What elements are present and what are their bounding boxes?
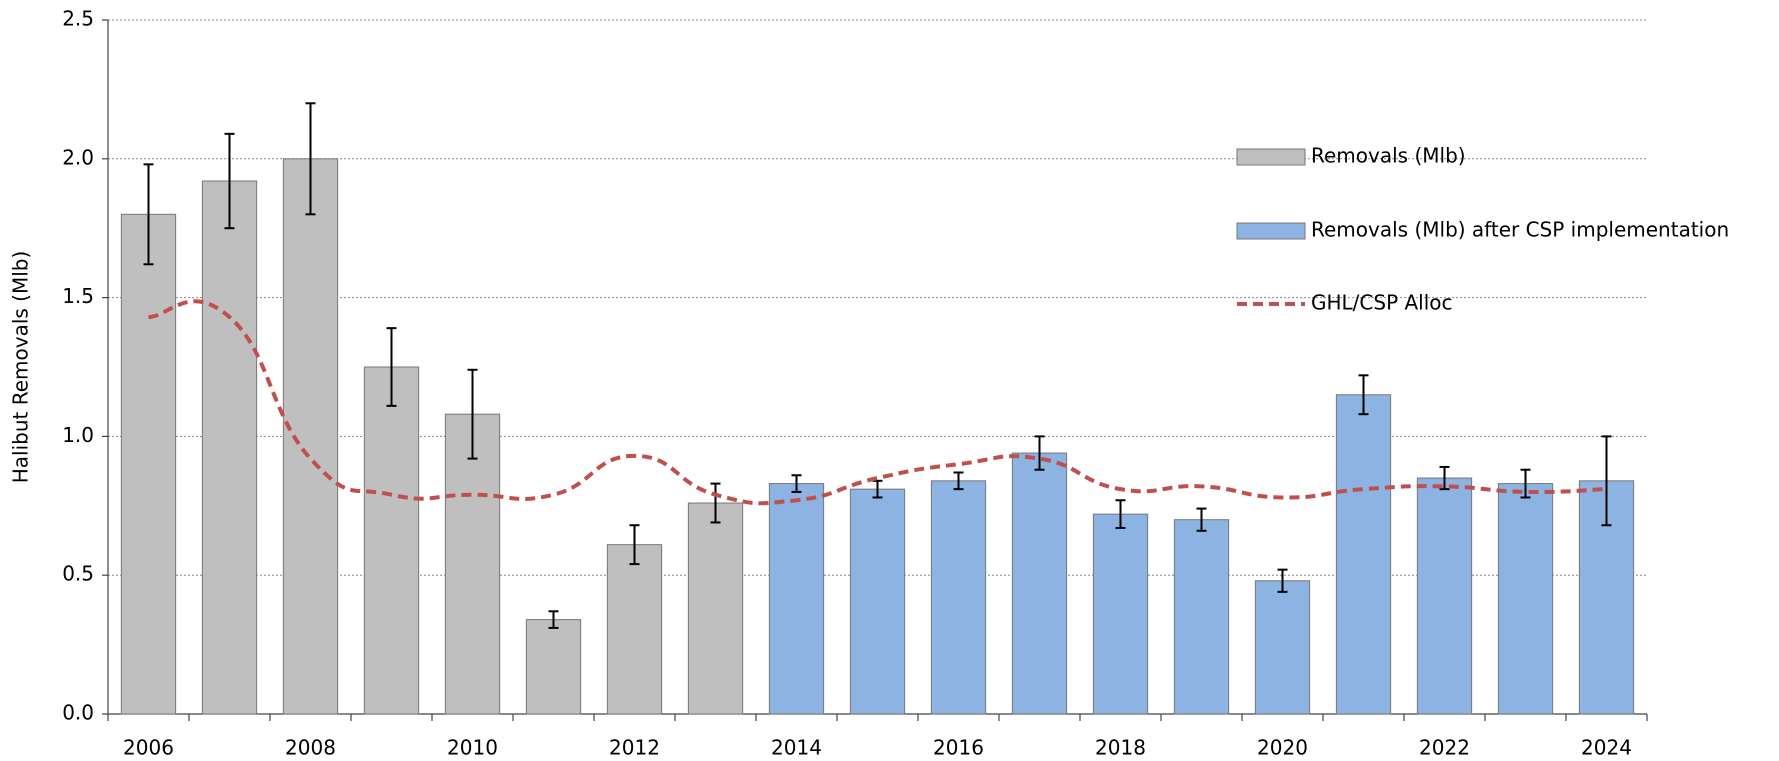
x-tick-label: 2008 [285, 736, 336, 760]
y-axis-label: Halibut Removals (Mlb) [9, 251, 33, 484]
bar [282, 158, 339, 715]
bar [444, 413, 501, 715]
x-tick-label: 2020 [1257, 736, 1308, 760]
x-tick-label: 2006 [123, 736, 174, 760]
bar [768, 483, 825, 715]
y-tick-label: 1.0 [62, 423, 94, 447]
y-tick-label: 2.5 [62, 7, 94, 31]
bar [1011, 452, 1068, 715]
x-tick-label: 2022 [1419, 736, 1470, 760]
bar [849, 488, 906, 715]
x-tick-label: 2018 [1095, 736, 1146, 760]
bar [606, 544, 663, 715]
bar [1335, 394, 1392, 715]
y-tick-label: 1.5 [62, 284, 94, 308]
line [148, 299, 1607, 506]
x-tick-label: 2010 [447, 736, 498, 760]
x-tick-label: 2012 [609, 736, 660, 760]
bar [1092, 513, 1149, 715]
bar [1497, 483, 1554, 715]
bar [687, 502, 744, 715]
bar [1254, 580, 1311, 715]
y-tick-label: 0.5 [62, 562, 94, 586]
legend-swatch [1236, 222, 1306, 240]
y-tick-label: 0.0 [62, 701, 94, 725]
bar [201, 180, 258, 715]
legend-swatch [1236, 148, 1306, 166]
bar [363, 366, 420, 715]
bar [1416, 477, 1473, 715]
bar [525, 619, 582, 715]
legend-label: GHL/CSP Alloc [1311, 291, 1453, 315]
bar [930, 480, 987, 715]
x-tick-label: 2024 [1581, 736, 1632, 760]
x-tick-label: 2016 [933, 736, 984, 760]
legend-label: Removals (Mlb) after CSP implementation [1311, 218, 1729, 242]
y-tick-label: 2.0 [62, 145, 94, 169]
bar [120, 213, 177, 715]
x-tick-label: 2014 [771, 736, 822, 760]
bar [1173, 519, 1230, 715]
legend-label: Removals (Mlb) [1311, 144, 1466, 168]
